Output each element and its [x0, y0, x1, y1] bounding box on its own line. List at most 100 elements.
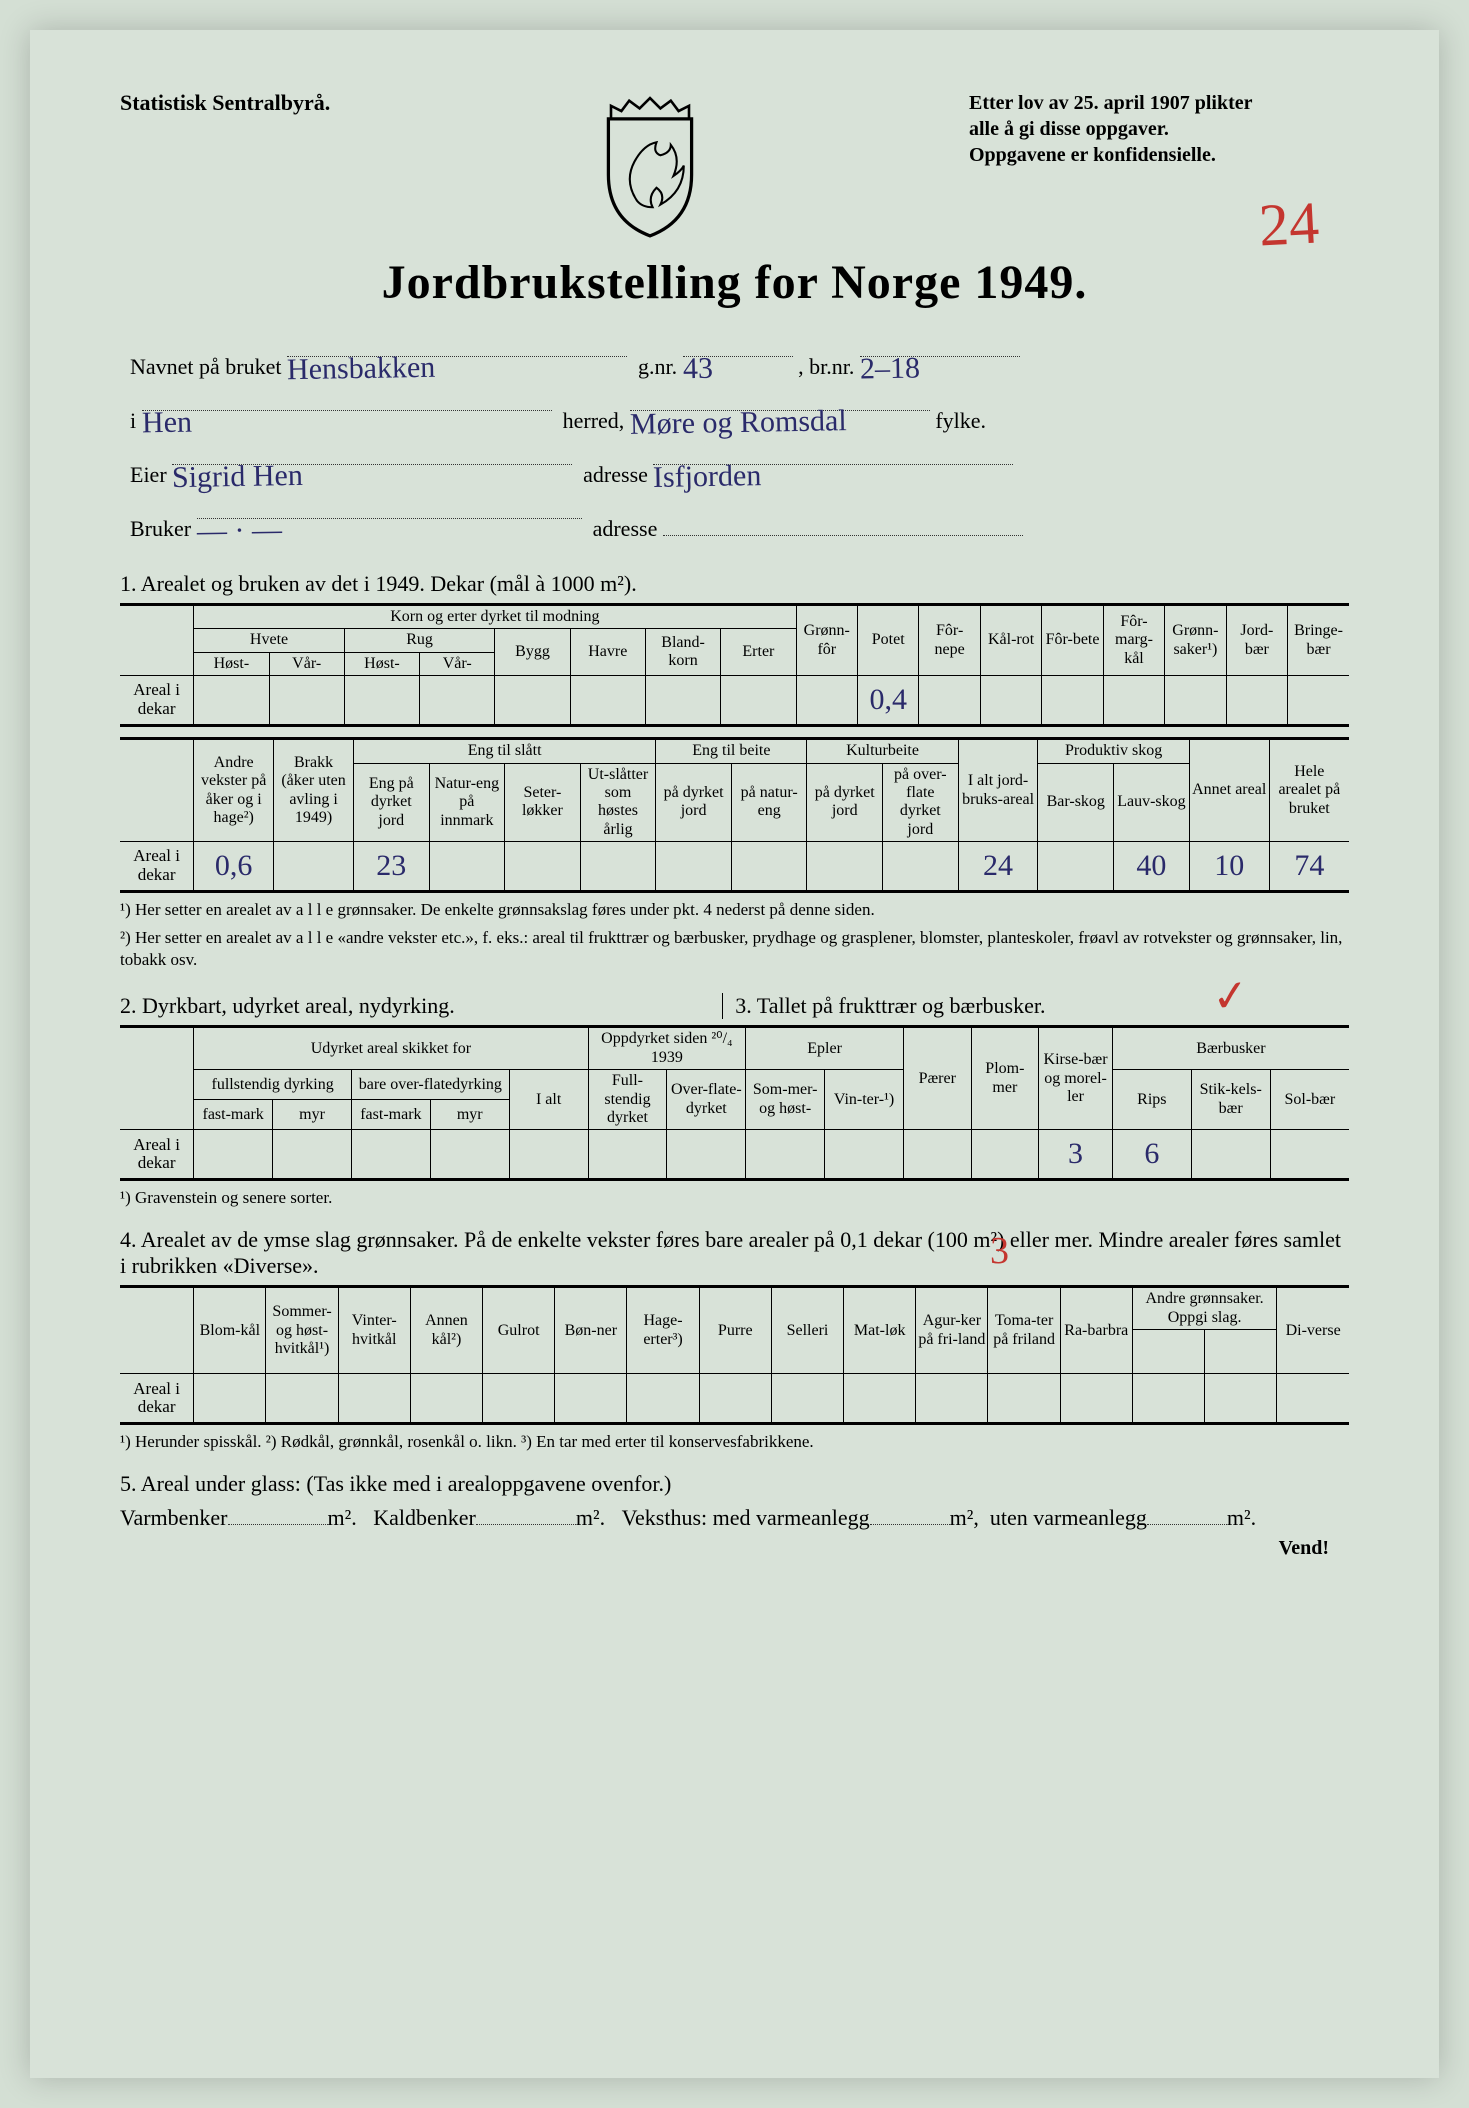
- top-bar: Statistisk Sentralbyrå. Etter lov av 25.…: [120, 90, 1349, 245]
- value-herred: Møre og Romsdal: [629, 391, 847, 455]
- table-2-3: Udyrket areal skikket for Oppdyrket side…: [120, 1025, 1349, 1181]
- col-kirsebaer: Kirse-bær og morel-ler: [1039, 1027, 1113, 1130]
- col-bonner: Bøn-ner: [555, 1287, 627, 1374]
- col-beite-dyrket: på dyrket jord: [656, 763, 732, 842]
- col-brakk: Brakk (åker uten avling i 1949): [274, 739, 354, 842]
- label-farm-name: Navnet på bruket: [130, 354, 282, 379]
- col-hvete-var: Vår-: [269, 652, 344, 675]
- col-ialt-jordbruk: I alt jord-bruks-areal: [958, 739, 1038, 842]
- organization-name: Statistisk Sentralbyrå.: [120, 90, 330, 116]
- col-rug-var: Vår-: [420, 652, 495, 675]
- col-epler-vinter: Vin-ter-¹): [825, 1070, 904, 1130]
- law-text: Etter lov av 25. april 1907 plikter alle…: [969, 90, 1349, 168]
- col-stikkelsbaer: Stik-kels-bær: [1191, 1070, 1270, 1130]
- label-brnr: br.nr.: [809, 354, 854, 379]
- col-andre: Andre vekster på åker og i hage²): [194, 739, 274, 842]
- col-udyrket: Udyrket areal skikket for: [194, 1027, 588, 1070]
- col-rug: Rug: [344, 629, 495, 652]
- col-havre: Havre: [570, 629, 645, 676]
- col-fullstendig: fullstendig dyrking: [194, 1070, 352, 1100]
- col-blandkorn: Bland-korn: [645, 629, 720, 676]
- label-address-2: adresse: [593, 516, 658, 541]
- law-line-1: Etter lov av 25. april 1907 plikter: [969, 90, 1349, 116]
- value-owner: Sigrid Hen: [172, 446, 304, 508]
- col-hageerter: Hage-erter³): [627, 1287, 699, 1374]
- unit-m2-1: m².: [328, 1505, 357, 1530]
- value-annet: 10: [1189, 842, 1269, 892]
- col-kalrot: Kål-rot: [980, 605, 1041, 676]
- label-user: Bruker: [130, 516, 191, 541]
- table-1a: Korn og erter dyrket til modning Grønn-f…: [120, 603, 1349, 727]
- table-1b: Andre vekster på åker og i hage²) Brakk …: [120, 737, 1349, 893]
- col-gulrot: Gulrot: [483, 1287, 555, 1374]
- col-eng-slatt: Eng til slått: [353, 739, 655, 763]
- label-veksthus-med: Veksthus: med varmeanlegg: [622, 1505, 870, 1530]
- value-kirsebaer: 3: [1039, 1130, 1113, 1180]
- value-in: Hen: [141, 393, 192, 454]
- value-ialt: 24: [958, 842, 1038, 892]
- value-rips: 6: [1112, 1130, 1191, 1180]
- col-hele: Hele arealet på bruket: [1269, 739, 1349, 842]
- col-grain-group: Korn og erter dyrket til modning: [194, 605, 796, 629]
- col-vinterkal: Vinter-hvitkål: [338, 1287, 410, 1374]
- law-line-3: Oppgavene er konfidensielle.: [969, 142, 1349, 168]
- col-jordbaer: Jord-bær: [1226, 605, 1287, 676]
- col-erter: Erter: [721, 629, 796, 676]
- col-ialt-2: I alt: [509, 1070, 588, 1130]
- col-lauvskog: Lauv-skog: [1114, 763, 1190, 842]
- label-fylke: fylke.: [935, 408, 986, 433]
- col-purre: Purre: [699, 1287, 771, 1374]
- col-kultur-dyrket: på dyrket jord: [807, 763, 883, 842]
- col-tomat: Toma-ter på friland: [988, 1287, 1060, 1374]
- col-selleri: Selleri: [771, 1287, 843, 1374]
- col-over-myr: myr: [430, 1100, 509, 1130]
- section-2-heading: 2. Dyrkbart, udyrket areal, nydyrking.: [120, 993, 722, 1019]
- col-diverse: Di-verse: [1277, 1287, 1349, 1374]
- col-opp-full: Full-stendig dyrket: [588, 1070, 667, 1130]
- col-forbete: Fôr-bete: [1042, 605, 1103, 676]
- red-check-mark: ✓: [1210, 970, 1251, 1024]
- value-address: Isfjorden: [653, 446, 762, 508]
- col-rips: Rips: [1112, 1070, 1191, 1130]
- col-kulturbeite: Kulturbeite: [807, 739, 958, 763]
- section-5-line: Varmbenkerm². Kaldbenkerm². Veksthus: me…: [120, 1503, 1349, 1531]
- col-annet: Annet areal: [1189, 739, 1269, 842]
- col-hvete-host: Høst-: [194, 652, 269, 675]
- form-header: Navnet på bruket Hensbakken g.nr. 43 , b…: [130, 335, 1339, 551]
- col-barskog: Bar-skog: [1038, 763, 1114, 842]
- value-brnr: 2–18: [859, 338, 920, 399]
- row-label-4: Areal i dekar: [120, 1374, 194, 1424]
- footnote-1-1: ¹) Her setter en arealet av a l l e grøn…: [120, 899, 1349, 921]
- col-skog: Produktiv skog: [1038, 739, 1189, 763]
- col-plommer: Plom-mer: [971, 1027, 1039, 1130]
- value-potet: 0,4: [858, 676, 919, 726]
- col-opp-over: Over-flate-dyrket: [667, 1070, 746, 1130]
- col-rug-host: Høst-: [344, 652, 419, 675]
- law-line-2: alle å gi disse oppgaver.: [969, 116, 1349, 142]
- value-gnr: 43: [682, 339, 713, 400]
- form-page: Statistisk Sentralbyrå. Etter lov av 25.…: [30, 30, 1439, 2078]
- value-hele: 74: [1269, 842, 1349, 892]
- value-lauv: 40: [1114, 842, 1190, 892]
- col-full-myr: myr: [273, 1100, 352, 1130]
- value-user: — · —: [196, 500, 282, 561]
- label-kaldbenker: Kaldbenker: [373, 1505, 476, 1530]
- col-overflate: bare over-flatedyrking: [351, 1070, 509, 1100]
- value-farm-name: Hensbakken: [286, 338, 435, 401]
- row-label-2-3: Areal i dekar: [120, 1130, 194, 1180]
- label-veksthus-uten: uten varmeanlegg: [990, 1505, 1147, 1530]
- footnote-4: ¹) Herunder spisskål. ²) Rødkål, grønnkå…: [120, 1431, 1349, 1453]
- section-3-heading: 3. Tallet på frukttrær og bærbusker.: [722, 993, 1349, 1019]
- crest-icon: [585, 90, 715, 240]
- col-paerer: Pærer: [903, 1027, 971, 1130]
- row-label-1a: Areal i dekar: [120, 676, 194, 726]
- page-title: Jordbrukstelling for Norge 1949.: [120, 255, 1349, 310]
- footnote-1-2: ²) Her setter en arealet av a l l e «and…: [120, 927, 1349, 971]
- col-utslatter: Ut-slåtter som høstes årlig: [580, 763, 656, 842]
- col-gronnsaker: Grønn-saker¹): [1165, 605, 1226, 676]
- col-annenkal: Annen kål²): [410, 1287, 482, 1374]
- label-gnr: g.nr.: [638, 354, 677, 379]
- unit-m2-2: m².: [576, 1505, 605, 1530]
- col-full-fastmark: fast-mark: [194, 1100, 273, 1130]
- col-over-fastmark: fast-mark: [351, 1100, 430, 1130]
